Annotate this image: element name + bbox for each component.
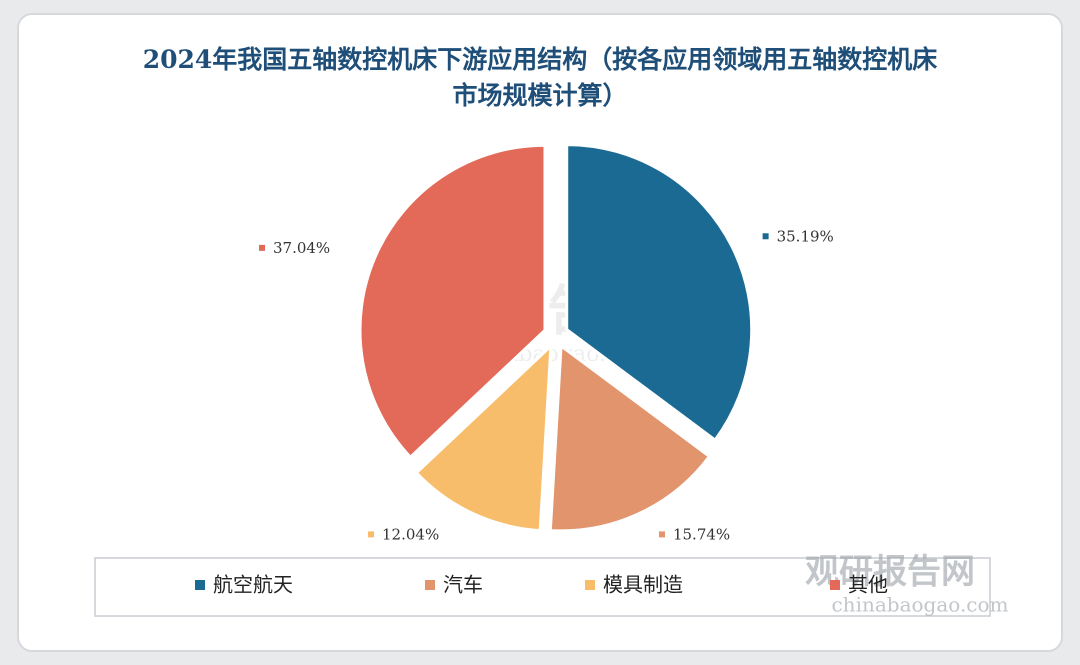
legend-swatch: [585, 580, 595, 590]
data-label: 37.04%: [273, 239, 330, 257]
pie-slice: [565, 143, 754, 443]
legend-box: [94, 557, 991, 617]
pie-slice: [548, 343, 712, 533]
chart-title: 2024年我国五轴数控机床下游应用结构（按各应用领域用五轴数控机床市场规模计算）: [142, 45, 938, 110]
legend-swatch: [830, 580, 840, 590]
legend-label: 汽车: [443, 573, 483, 597]
pie-slice: [414, 342, 553, 533]
pie-slice: [358, 143, 547, 460]
data-label: 15.74%: [673, 525, 730, 543]
label-marker: [658, 531, 665, 538]
label-marker: [258, 244, 265, 251]
legend-swatch: [425, 580, 435, 590]
data-label: 12.04%: [382, 525, 439, 543]
legend-swatch: [195, 580, 205, 590]
data-label: 35.19%: [777, 227, 834, 245]
label-marker: [762, 233, 769, 240]
label-marker: [368, 531, 375, 538]
legend-label: 模具制造: [603, 573, 683, 597]
legend-label: 其他: [848, 573, 888, 597]
watermark-url: chinabaogao.com: [831, 593, 1008, 617]
legend-label: 航空航天: [213, 573, 293, 597]
